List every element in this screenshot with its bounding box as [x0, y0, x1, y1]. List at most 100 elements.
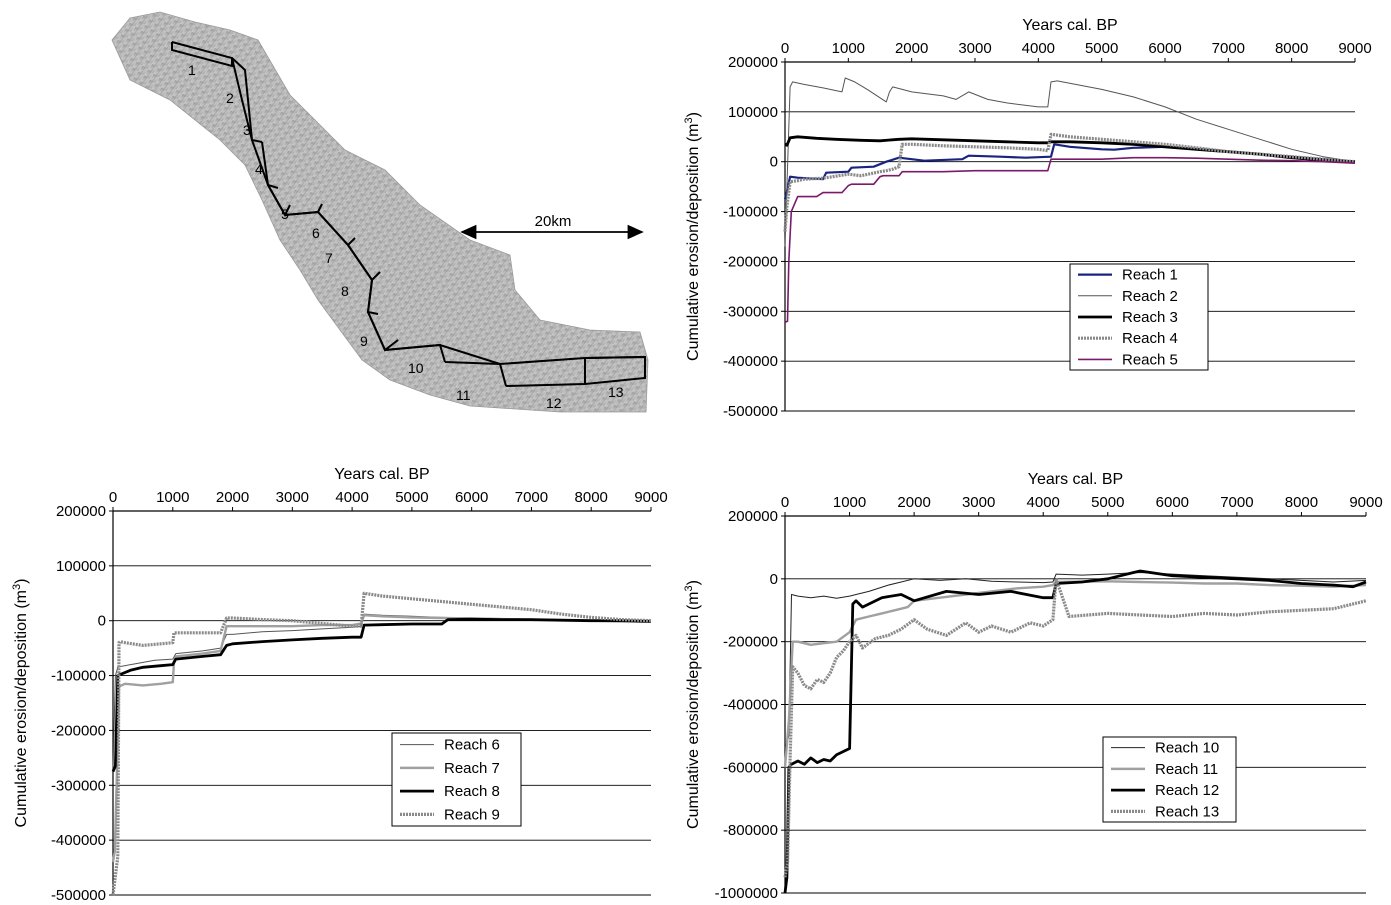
x-tick-label: 4000	[335, 489, 368, 506]
series-line-reach-10	[784, 572, 1367, 749]
y-tick-label: 0	[770, 571, 778, 588]
legend-label: Reach 4	[1122, 330, 1178, 347]
reach-label-10: 10	[408, 360, 424, 376]
x-tick-label: 5000	[1091, 494, 1124, 511]
chart-reaches-1-5: 200000 100000 0 -100000 -200000 -300000 -40000…	[683, 17, 1372, 420]
reach-label-7: 7	[325, 250, 333, 266]
chart-reaches-6-9: 200000 100000 0 -100000 -200000 -300000 -40000…	[11, 466, 668, 904]
legend-box	[1102, 736, 1237, 823]
y-tick-label: 0	[98, 613, 106, 630]
series-line-reach-12	[783, 569, 1367, 894]
x-tick-label: 1000	[832, 40, 865, 57]
reach-label-11: 11	[456, 387, 471, 403]
series-line-reach-13	[783, 577, 1367, 878]
x-tick-label: 8000	[1285, 494, 1318, 511]
y-tick-label: -100000	[51, 668, 106, 685]
x-tick-label: 1000	[156, 489, 189, 506]
y-tick-label: 0	[770, 154, 778, 171]
legend-label: Reach 10	[1155, 740, 1219, 757]
x-tick-label: 4000	[1027, 494, 1060, 511]
reach-label-8: 8	[341, 283, 349, 299]
legend-label: Reach 12	[1155, 782, 1219, 799]
x-axis-title: Years cal. BP	[1022, 17, 1117, 34]
x-tick-label: 6000	[1148, 40, 1181, 57]
y-tick-label: -300000	[51, 777, 106, 794]
series-line-reach-4	[783, 132, 1356, 232]
y-tick-label: -300000	[723, 303, 778, 320]
reach-label-13: 13	[608, 384, 624, 400]
y-tick-label: -100000	[723, 204, 778, 221]
legend-label: Reach 6	[444, 737, 500, 754]
series-line-reach-9	[111, 591, 652, 896]
x-tick-label: 2000	[897, 494, 930, 511]
y-tick-label: 200000	[728, 508, 778, 525]
series-line-reach-11	[783, 580, 1367, 768]
y-tick-label: -500000	[51, 887, 106, 904]
y-tick-label: -1000000	[715, 885, 778, 902]
reach-boundaries	[171, 42, 646, 387]
x-tick-label: 8000	[1275, 40, 1308, 57]
x-tick-label: 0	[781, 494, 789, 511]
y-tick-label: -200000	[723, 253, 778, 270]
x-tick-label: 9000	[1349, 494, 1382, 511]
scale-label: 20km	[535, 213, 572, 230]
y-tick-label: 100000	[728, 104, 778, 121]
legend-label: Reach 13	[1155, 803, 1219, 820]
x-tick-label: 9000	[1338, 40, 1371, 57]
series-line-reach-3	[784, 135, 1356, 164]
x-tick-label: 7000	[1220, 494, 1253, 511]
x-tick-label: 0	[781, 40, 789, 57]
reach-label-9: 9	[360, 333, 368, 349]
x-axis-title: Years cal. BP	[1028, 471, 1123, 488]
x-tick-label: 5000	[1085, 40, 1118, 57]
legend-label: Reach 9	[444, 806, 500, 823]
series-line-reach-5	[784, 156, 1356, 324]
x-tick-label: 7000	[1212, 40, 1245, 57]
y-tick-label: -400000	[723, 353, 778, 370]
series-line-reach-1	[783, 143, 1356, 200]
y-tick-label: -400000	[51, 832, 106, 849]
legend-label: Reach 8	[444, 783, 500, 800]
y-axis-title: Cumulative erosion/deposition (m3)	[11, 579, 30, 828]
x-tick-label: 9000	[634, 489, 667, 506]
x-tick-label: 3000	[962, 494, 995, 511]
y-tick-label: 200000	[728, 54, 778, 71]
y-tick-label: -500000	[723, 403, 778, 420]
x-tick-label: 2000	[895, 40, 928, 57]
legend-label: Reach 7	[444, 760, 500, 777]
x-tick-label: 4000	[1022, 40, 1055, 57]
series-line-reach-6	[112, 613, 652, 769]
legend-label: Reach 1	[1122, 267, 1178, 284]
x-tick-label: 0	[109, 489, 117, 506]
y-tick-label: -200000	[51, 722, 106, 739]
legend-label: Reach 11	[1155, 761, 1218, 778]
reach-number-labels: 1 2 3 4 5 6 7 8 9 10 11 12 13	[188, 62, 624, 411]
reach-label-12: 12	[546, 395, 562, 411]
x-tick-label: 5000	[395, 489, 428, 506]
x-tick-label: 6000	[455, 489, 488, 506]
reach-label-5: 5	[281, 206, 289, 222]
y-tick-label: -600000	[723, 759, 778, 776]
x-tick-label: 3000	[276, 489, 309, 506]
chart-reaches-10-13: 2000000-200000-400000-600000-800000-1000…	[683, 471, 1383, 902]
x-axis-title: Years cal. BP	[334, 466, 429, 483]
x-tick-label: 7000	[515, 489, 548, 506]
y-tick-label: 100000	[56, 558, 106, 575]
x-tick-label: 1000	[833, 494, 866, 511]
reach-label-4: 4	[255, 161, 263, 177]
reach-label-6: 6	[312, 225, 320, 241]
y-axis-title: Cumulative erosion/deposition (m3)	[683, 580, 702, 829]
legend-label: Reach 2	[1122, 288, 1178, 305]
catchment-map: 1 2 3 4 5 6 7 8 9 10 11 12 13 20km	[111, 11, 649, 413]
reach-label-3: 3	[243, 122, 251, 138]
reach-label-1: 1	[188, 62, 196, 78]
reach-label-2: 2	[226, 90, 234, 106]
y-tick-label: -200000	[723, 634, 778, 651]
y-tick-label: -800000	[723, 822, 778, 839]
y-axis-title: Cumulative erosion/deposition (m3)	[683, 112, 702, 361]
x-tick-label: 2000	[216, 489, 249, 506]
x-tick-label: 3000	[958, 40, 991, 57]
legend-label: Reach 3	[1122, 309, 1178, 326]
y-tick-label: 200000	[56, 503, 106, 520]
